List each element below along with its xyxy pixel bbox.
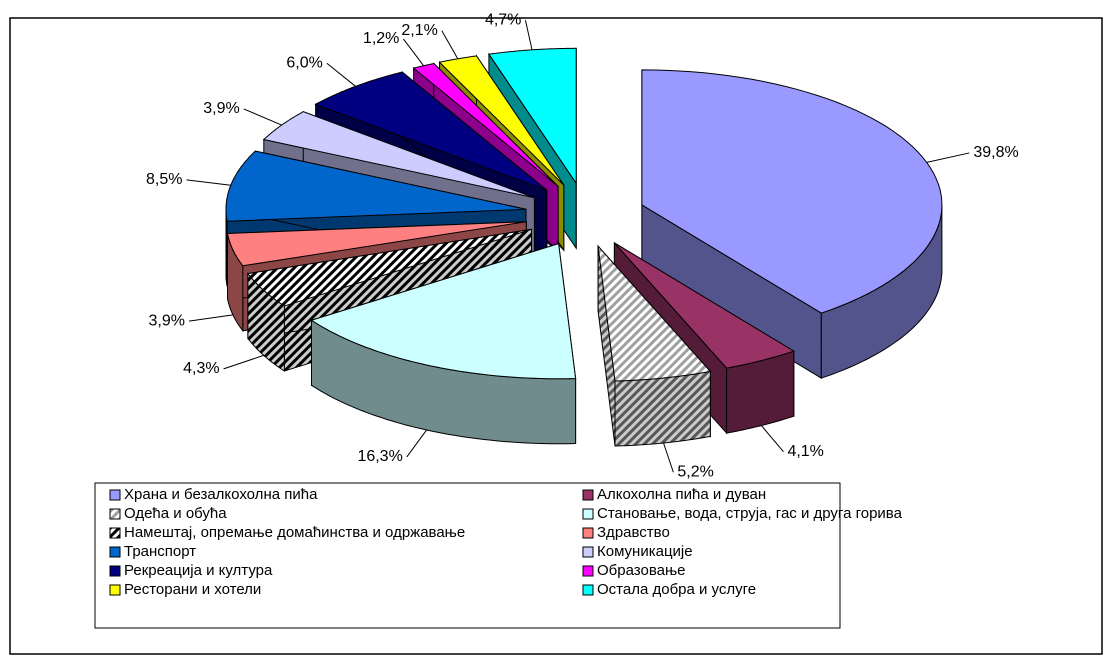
data-label: 1,2% [363,30,399,47]
leader-line [186,179,231,186]
leader-line [761,425,784,453]
data-label: 6,0% [286,54,322,71]
data-label: 3,9% [203,100,239,117]
data-label: 5,2% [677,463,713,480]
legend-label: Здравство [597,524,670,541]
legend-label: Храна и безалкохолна пића [124,486,318,503]
legend-swatch [582,527,594,539]
data-label: 2,1% [401,22,437,39]
data-label: 4,7% [485,11,521,28]
legend-label: Транспорт [124,543,196,560]
legend-swatch [582,508,594,520]
legend-swatch [582,584,594,596]
legend-swatch [109,489,121,501]
legend-swatch [109,508,121,520]
legend-label: Алкохолна пића и дуван [597,486,766,503]
legend-box [94,482,841,629]
legend-label: Ресторани и хотели [124,581,261,598]
legend-swatch [109,527,121,539]
data-label: 4,1% [787,443,823,460]
pie: 39,8% 4,1% 5,2% 16,3% 4,3% 3,9% 8,5% 3,9% 6,0% 1,… [146,11,1019,480]
leader-line [441,30,459,60]
legend-swatch [109,584,121,596]
slice-side [614,370,711,447]
leader-line [188,314,234,322]
leader-line [403,38,424,67]
data-label: 3,9% [148,312,184,329]
leader-line [223,354,264,370]
slice [614,242,795,369]
data-label: 8,5% [146,171,182,188]
slice [225,150,527,222]
leader-line [663,442,674,473]
leader-line [926,152,970,163]
legend: Храна и безалкохолна пића Алкохолна пића … [109,486,903,598]
legend-label: Намештај, опремање домаћинства и одржава… [124,524,465,541]
slice [597,244,712,382]
legend-swatch [582,565,594,577]
legend-label: Остала добра и услуге [597,581,756,598]
leader-line [243,108,282,126]
data-label: 4,3% [183,360,219,377]
legend-swatch [582,546,594,558]
legend-label: Одећа и обућа [124,505,227,522]
slice [226,221,527,267]
data-label: 39,8% [973,144,1018,161]
legend-swatch [582,489,594,501]
legend-label: Становање, вода, струја, гас и друга гор… [597,505,903,522]
legend-label: Комуникације [597,543,693,560]
slice [310,243,577,380]
legend-swatch [109,546,121,558]
slice [246,228,532,307]
legend-label: Образовање [597,562,686,579]
legend-swatch [109,565,121,577]
leader-line [326,62,356,87]
leader-line [524,20,533,50]
leader-line [406,429,428,458]
legend-label: Рекреација и култура [124,562,273,579]
data-label: 16,3% [357,448,402,465]
